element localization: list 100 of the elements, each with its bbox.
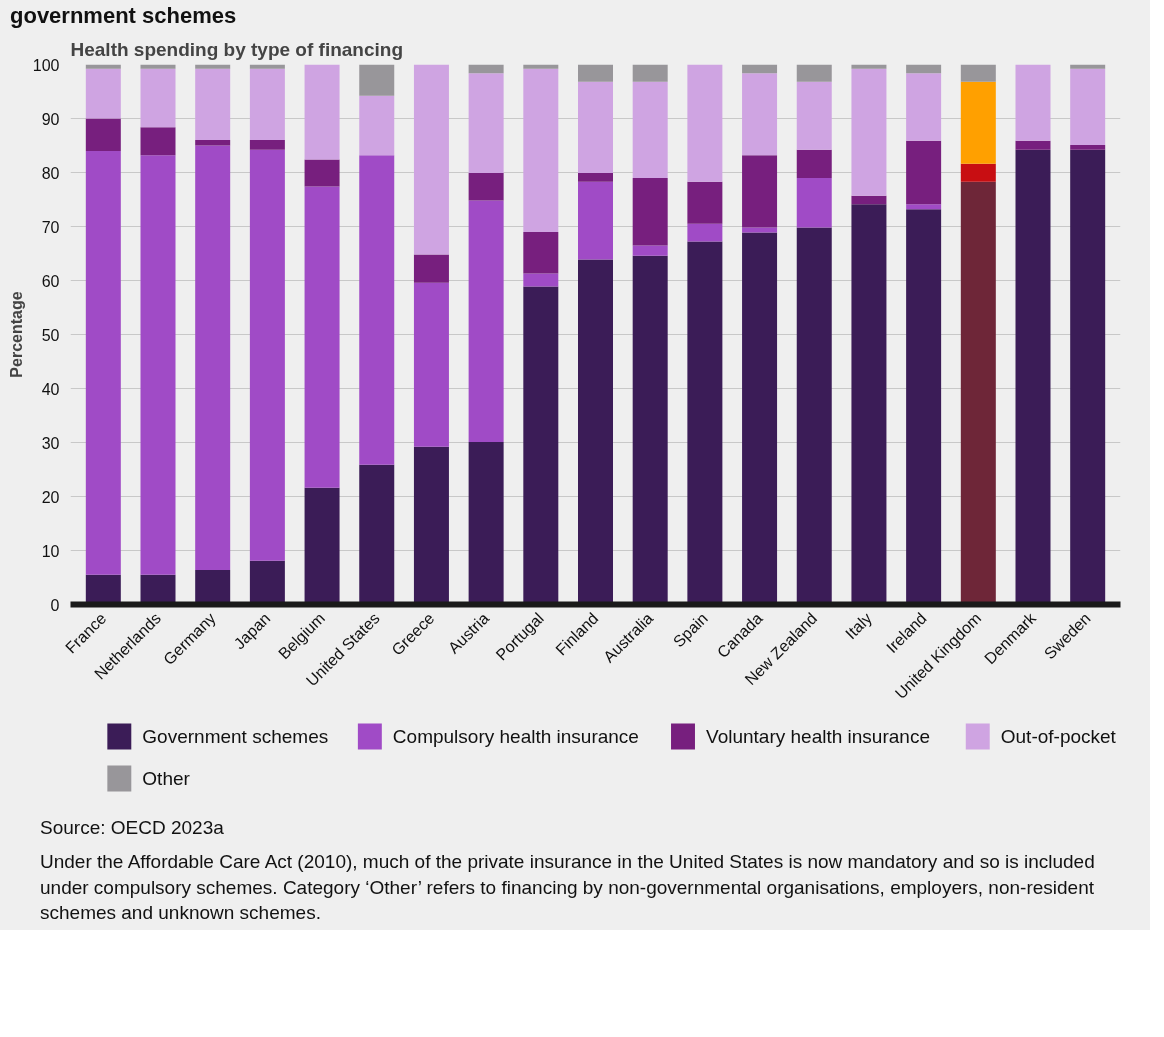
x-tick-label: Italy (842, 609, 875, 643)
bar (578, 82, 613, 174)
bar (796, 82, 832, 151)
legend-label: Voluntary health insurance (706, 726, 930, 748)
bar (85, 118, 121, 152)
source-note: Source: OECD 2023a (40, 816, 224, 841)
bar (1015, 141, 1051, 151)
bar (960, 64, 996, 83)
bar (304, 488, 340, 605)
bar (413, 255, 449, 284)
bar (796, 178, 832, 228)
bar (632, 82, 668, 179)
bar (742, 64, 778, 74)
bar (85, 151, 121, 576)
bar (468, 73, 504, 174)
bar (468, 201, 504, 443)
bar (578, 182, 613, 260)
bar (140, 64, 176, 70)
bar (906, 209, 942, 605)
bar (359, 465, 395, 605)
bar (742, 232, 778, 605)
bar (1015, 150, 1051, 605)
bar (1070, 145, 1106, 151)
y-tick-label: 90 (41, 110, 60, 128)
bar (742, 155, 778, 228)
y-tick-label: 50 (41, 326, 60, 344)
legend-label: Out-of-pocket (1000, 726, 1117, 748)
bar (249, 140, 285, 151)
bar (249, 561, 285, 605)
bar (851, 64, 887, 70)
bar (140, 69, 176, 128)
bar (523, 232, 559, 274)
y-tick-label: 30 (41, 434, 60, 452)
bar (851, 196, 887, 205)
bar (687, 64, 723, 183)
y-tick-label: 70 (41, 218, 60, 236)
bar (195, 69, 231, 141)
bar (960, 82, 996, 165)
bar (85, 69, 121, 119)
bar (906, 73, 942, 142)
y-tick-label: 0 (50, 596, 60, 614)
bar (468, 64, 504, 74)
bar (632, 178, 668, 246)
bar (523, 64, 559, 70)
bar (1070, 64, 1106, 70)
bar (632, 245, 668, 257)
y-tick-label: 100 (32, 56, 60, 74)
bar (742, 73, 778, 156)
bar (413, 447, 449, 605)
y-tick-label: 20 (41, 488, 60, 506)
bar (632, 64, 668, 83)
bar (687, 242, 723, 605)
bar (195, 570, 231, 605)
bar (195, 145, 231, 571)
bar (578, 173, 613, 183)
bar (687, 224, 723, 243)
bar (1070, 69, 1106, 146)
bar (851, 204, 887, 605)
bar (249, 69, 285, 141)
bar (85, 64, 121, 70)
legend-label: Government schemes (142, 726, 329, 748)
bar (468, 173, 504, 201)
bar (906, 64, 942, 74)
bar (195, 64, 231, 70)
bar (304, 186, 340, 489)
bar (906, 141, 942, 205)
y-axis-title: Percentage (7, 291, 25, 379)
bar (359, 155, 395, 466)
bar (523, 286, 559, 605)
y-tick-label: 60 (41, 272, 60, 290)
bar (413, 64, 449, 255)
y-tick-label: 10 (41, 542, 60, 560)
bar (851, 69, 887, 197)
bar (578, 64, 613, 83)
bar (1070, 150, 1106, 605)
bar (140, 155, 176, 576)
bar (687, 182, 723, 225)
bar (304, 64, 340, 160)
chart-title: government schemes (10, 3, 237, 28)
bar (468, 442, 504, 605)
bar (359, 64, 395, 97)
bar (960, 182, 996, 605)
bar (796, 228, 832, 605)
bar (632, 256, 668, 605)
bar (413, 283, 449, 448)
bar (906, 204, 942, 210)
legend-label: Compulsory health insurance (392, 726, 639, 748)
bar (140, 127, 176, 156)
bar (359, 96, 395, 156)
legend-label: Other (142, 768, 191, 790)
text: Under the Affordable Care Act (2010), much of the private insurance in the United States is now mandatory and so is included under compulsory schemes. Category ‘Other’ refers to financing by non-governmental organisations, employers, non-resident schemes and unknown schemes. (40, 850, 1096, 926)
bar (796, 150, 832, 179)
bar (523, 69, 559, 233)
y-tick-label: 80 (41, 164, 60, 182)
bar (578, 259, 613, 605)
bar (249, 64, 285, 70)
bar (85, 575, 121, 605)
bar (195, 140, 231, 146)
bar (796, 64, 832, 83)
bar (960, 164, 996, 183)
